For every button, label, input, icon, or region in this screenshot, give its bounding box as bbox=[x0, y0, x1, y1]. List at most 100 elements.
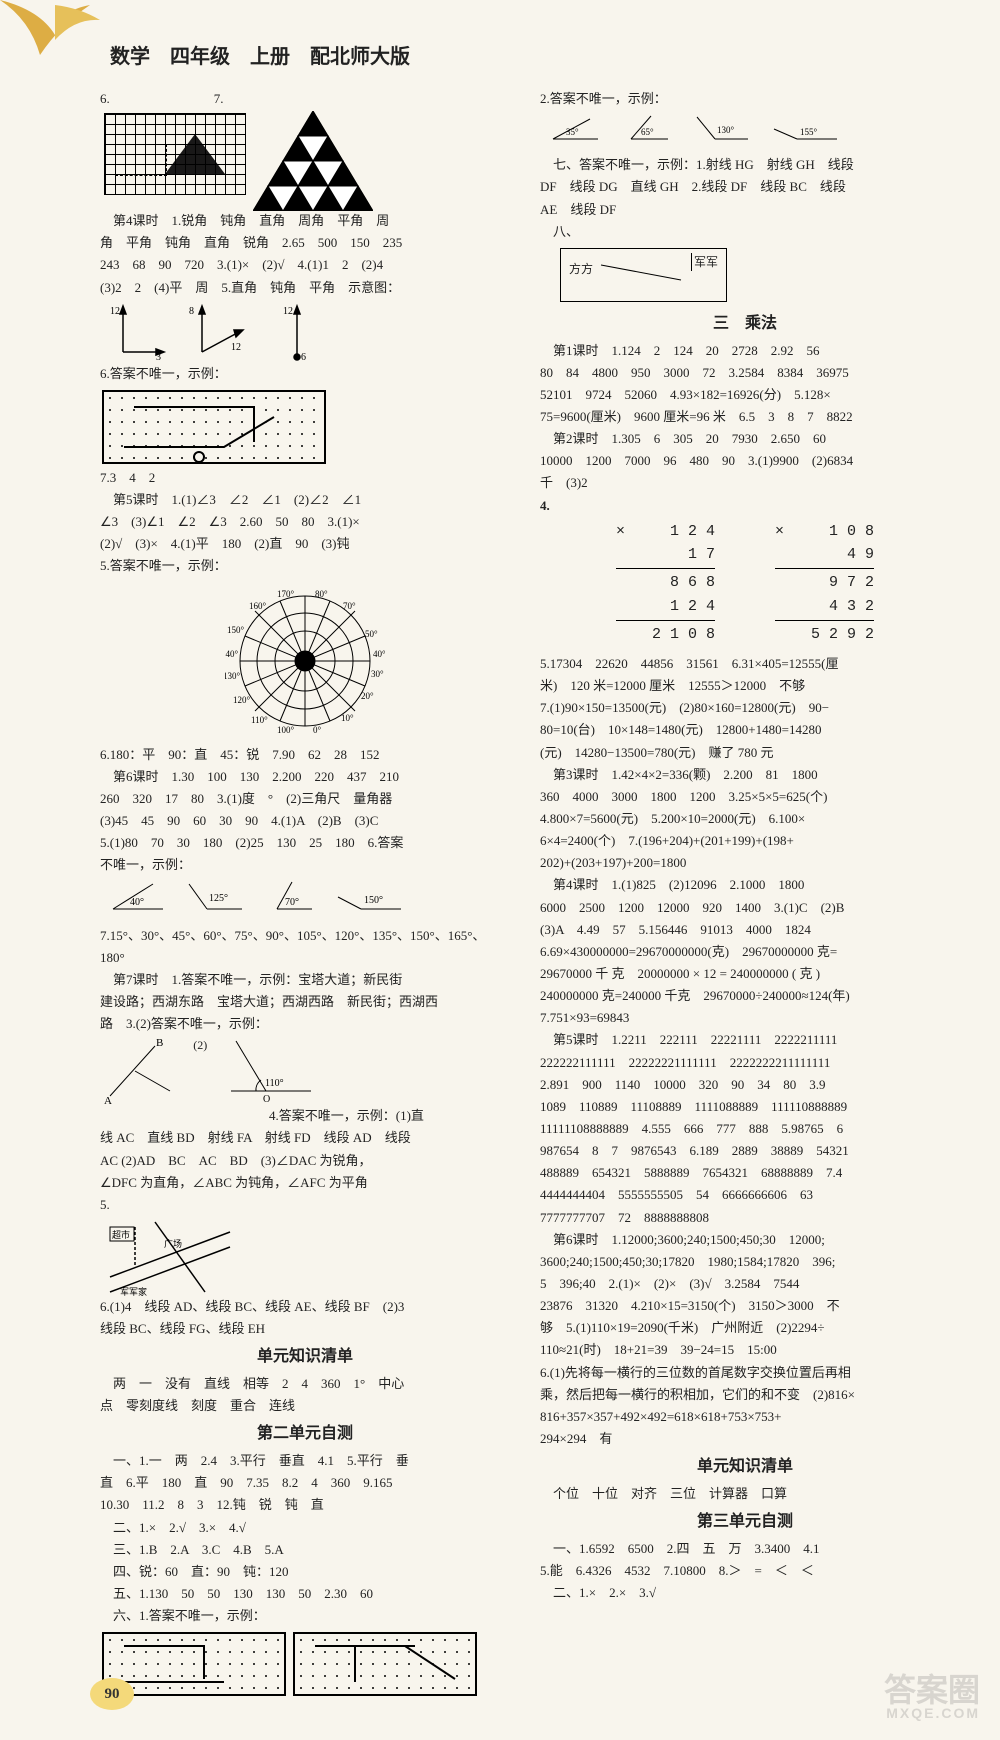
text-line: 第2课时 1.305 6 305 20 7930 2.650 60 bbox=[540, 429, 950, 449]
test3-heading: 第三单元自测 bbox=[540, 1510, 950, 1535]
text-line: 4444444404 5555555505 54 6666666606 63 bbox=[540, 1185, 950, 1205]
svg-text:70°: 70° bbox=[285, 897, 299, 908]
text-line: 2.891 900 1140 10000 320 90 34 80 3.9 bbox=[540, 1075, 950, 1095]
svg-text:155°: 155° bbox=[800, 127, 818, 137]
dot-grid-2 bbox=[293, 1632, 477, 1696]
text-line: 260 320 17 80 3.(1)度 ° (2)三角尺 量角器 bbox=[100, 789, 510, 809]
right-column: 2.答案不唯一，示例： 35° 65° 130° 155° 七、答案不唯一，示例… bbox=[540, 89, 950, 1700]
svg-text:6: 6 bbox=[301, 352, 306, 362]
text-line: 第5课时 1.2211 222111 22221111 2222211111 bbox=[540, 1030, 950, 1050]
text-line: 二、1.× 2.× 3.√ bbox=[540, 1583, 950, 1603]
svg-text:130°: 130° bbox=[225, 671, 241, 681]
text-line: 七、答案不唯一，示例：1.射线 HG 射线 GH 线段 bbox=[540, 155, 950, 175]
text-line: 第6课时 1.12000;3600;240;1500;450;30 12000; bbox=[540, 1230, 950, 1250]
text-line: 三、1.B 2.A 3.C 4.B 5.A bbox=[100, 1540, 510, 1560]
text-line: 2.答案不唯一，示例： bbox=[540, 89, 950, 109]
vertical-multiplication: × 1 2 4 1 7 8 6 8 1 2 4 2 1 0 8 × 1 0 8 … bbox=[540, 520, 950, 646]
arrow-diagram: 12 6 bbox=[267, 302, 327, 362]
watermark-main: 答案圈 bbox=[884, 1672, 980, 1708]
text-line: 11111108888889 4.555 666 777 888 5.98765… bbox=[540, 1119, 950, 1139]
arrow-diagram: 8 12 bbox=[187, 302, 247, 362]
svg-text:110°: 110° bbox=[265, 1078, 284, 1089]
text-line: 488889 654321 5888889 7654321 68888889 7… bbox=[540, 1163, 950, 1183]
svg-text:12: 12 bbox=[231, 342, 241, 353]
text-line: 5.17304 22620 44856 31561 6.31×405=12555… bbox=[540, 654, 950, 674]
text-line: 6.(1)4 线段 AD、线段 BC、线段 AE、线段 BF (2)3 bbox=[100, 1297, 510, 1317]
svg-text:125°: 125° bbox=[209, 893, 228, 904]
unit-summary-heading: 单元知识清单 bbox=[100, 1345, 510, 1370]
text-line: 6000 2500 1200 12000 920 1400 3.(1)C (2)… bbox=[540, 898, 950, 918]
left-column: 6. 7. bbox=[100, 89, 510, 1700]
text-line: 米) 120 米=12000 厘米 12555＞12000 不够 bbox=[540, 676, 950, 696]
text-line: (3)2 2 (4)平 周 5.直角 钝角 平角 示意图： bbox=[100, 278, 510, 298]
text-line: 5.答案不唯一，示例： bbox=[100, 556, 510, 576]
angle-70: 70° bbox=[267, 879, 317, 921]
text-line: 240000000 克=240000 千克 29670000÷240000≈12… bbox=[540, 986, 950, 1006]
svg-text:8: 8 bbox=[189, 306, 194, 317]
text-line: 第4课时 1.锐角 钝角 直角 周角 平角 周 bbox=[100, 211, 510, 231]
text-line: 4.答案不唯一，示例：(1)直 bbox=[100, 1106, 510, 1126]
text-line: 二、1.× 2.√ 3.× 4.√ bbox=[100, 1518, 510, 1538]
svg-text:40°: 40° bbox=[130, 897, 144, 908]
arrow-diagram: 12 3 bbox=[108, 302, 168, 362]
text-line: 816+357×357+492×492=618×618+753×753+ bbox=[540, 1407, 950, 1427]
text-line: 202)+(203+197)+200=1800 bbox=[540, 853, 950, 873]
svg-text:12: 12 bbox=[110, 306, 120, 317]
page-number-badge: 90 bbox=[90, 1678, 134, 1710]
text-line: 6.180：平 90：直 45：锐 7.90 62 28 152 bbox=[100, 745, 510, 765]
text-line: 4.800×7=5600(元) 5.200×10=2000(元) 6.100× bbox=[540, 809, 950, 829]
text-line: 千 (3)2 bbox=[540, 473, 950, 493]
text-line: 1089 110889 11108889 1111088889 11111088… bbox=[540, 1097, 950, 1117]
svg-text:0°: 0° bbox=[313, 725, 322, 735]
page-title: 数学 四年级 上册 配北师大版 bbox=[100, 40, 950, 69]
text-line: 线段 BC、线段 FG、线段 EH bbox=[100, 1319, 510, 1339]
text-line: 6.答案不唯一，示例： bbox=[100, 364, 510, 384]
svg-text:110°: 110° bbox=[251, 715, 268, 725]
text-line: 180° bbox=[100, 948, 510, 968]
fangfang-junjun-box: 方方 军军 bbox=[560, 248, 727, 302]
svg-text:30°: 30° bbox=[371, 669, 384, 679]
text-line: 建设路；西湖东路 宝塔大道；西湖西路 新民街；西湖西 bbox=[100, 992, 510, 1012]
text-line: 第5课时 1.(1)∠3 ∠2 ∠1 (2)∠2 ∠1 bbox=[100, 490, 510, 510]
text-line: 6.69×430000000=29670000000(克) 2967000000… bbox=[540, 942, 950, 962]
dot-grid-diagram bbox=[102, 390, 326, 464]
two-column-content: 6. 7. bbox=[100, 89, 950, 1700]
calc-head: 4. bbox=[540, 498, 550, 513]
text-line: AE 线段 DF bbox=[540, 200, 950, 220]
angle-150: 150° bbox=[336, 879, 406, 921]
svg-text:120°: 120° bbox=[233, 695, 251, 705]
text-line: 75=9600(厘米) 9600 厘米=96 米 6.5 3 8 7 8822 bbox=[540, 407, 950, 427]
text-line: 角 平角 钝角 直角 锐角 2.65 500 150 235 bbox=[100, 233, 510, 253]
text-line: 5. bbox=[100, 1195, 510, 1215]
text-line: 7.751×93=69843 bbox=[540, 1008, 950, 1028]
text-line: AC (2)AD BC AC BD (3)∠DAC 为锐角， bbox=[100, 1151, 510, 1171]
svg-text:B: B bbox=[156, 1037, 163, 1049]
arrow-diagrams-row: 12 3 8 12 12 6 bbox=[100, 300, 510, 364]
angle-155: 155° bbox=[772, 113, 842, 151]
text-line: 7.3 4 2 bbox=[100, 468, 510, 488]
page-container: 数学 四年级 上册 配北师大版 6. 7. bbox=[0, 0, 1000, 1740]
text-line: 六、1.答案不唯一，示例： bbox=[100, 1606, 510, 1626]
text-line: 路 3.(2)答案不唯一，示例： bbox=[100, 1014, 510, 1034]
svg-text:170°: 170° bbox=[277, 589, 295, 599]
text-line: 29670000 千 克 20000000 × 12 = 240000000 (… bbox=[540, 964, 950, 984]
svg-text:O: O bbox=[263, 1094, 270, 1105]
text-line: 80=10(台) 10×148=1480(元) 12800+1480=14280 bbox=[540, 720, 950, 740]
text-line: 360 4000 3000 1800 1200 3.25×5×5=625(个) bbox=[540, 787, 950, 807]
angle-65: 65° bbox=[623, 113, 673, 151]
grid-triangle-diagram bbox=[104, 113, 246, 195]
svg-text:160°: 160° bbox=[249, 601, 267, 611]
svg-text:50°: 50° bbox=[365, 629, 378, 639]
text-line: (2)√ (3)× 4.(1)平 180 (2)直 90 (3)钝 bbox=[100, 534, 510, 554]
svg-text:35°: 35° bbox=[566, 127, 579, 137]
text-line: 一、1.6592 6500 2.四 五 万 3.3400 4.1 bbox=[540, 1539, 950, 1559]
text-line: 10.30 11.2 8 3 12.钝 锐 钝 直 bbox=[100, 1495, 510, 1515]
test2-heading: 第二单元自测 bbox=[100, 1422, 510, 1447]
angle-125: 125° bbox=[187, 879, 247, 921]
text-line: 直 6.平 180 直 90 7.35 8.2 4 360 9.165 bbox=[100, 1473, 510, 1493]
text-line: 294×294 有 bbox=[540, 1429, 950, 1449]
svg-text:80°: 80° bbox=[315, 589, 328, 599]
angle-35: 35° bbox=[548, 113, 604, 151]
text-line: 80 84 4800 950 3000 72 3.2584 8384 36975 bbox=[540, 363, 950, 383]
calc-1: × 1 2 4 1 7 8 6 8 1 2 4 2 1 0 8 bbox=[616, 520, 715, 646]
